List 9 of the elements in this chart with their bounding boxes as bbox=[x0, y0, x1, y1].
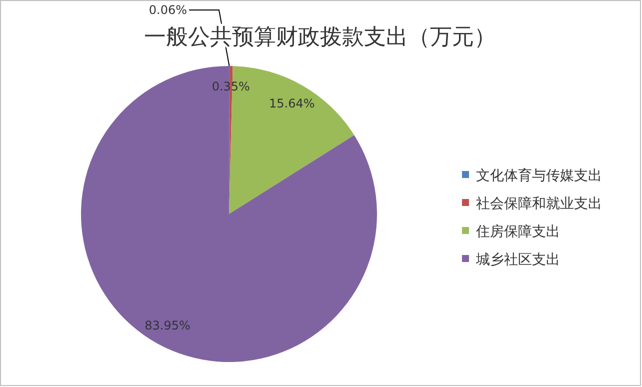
data-label: 0.35% bbox=[212, 80, 250, 94]
legend-label: 住房保障支出 bbox=[475, 224, 560, 240]
legend-label: 文化体育与传媒支出 bbox=[476, 167, 602, 184]
legend-label: 社会保障和就业支出 bbox=[476, 196, 602, 212]
data-label: 15.64% bbox=[269, 96, 315, 110]
legend-label: 城乡社区支出 bbox=[475, 252, 560, 268]
pie-slice bbox=[81, 66, 377, 362]
data-label: 83.95% bbox=[144, 318, 190, 332]
data-label: 0.06% bbox=[148, 3, 187, 17]
